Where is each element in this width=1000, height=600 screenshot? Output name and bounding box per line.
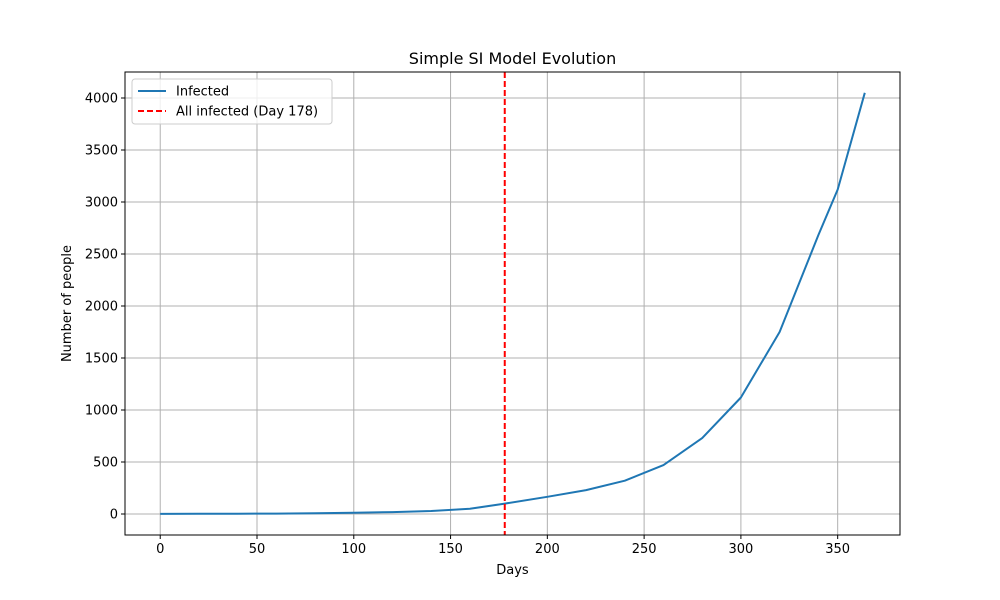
x-tick-label: 50 <box>249 542 266 557</box>
x-tick-label: 0 <box>156 542 164 557</box>
x-tick-label: 100 <box>341 542 366 557</box>
legend-label-infected: Infected <box>176 85 229 100</box>
x-tick-label: 300 <box>728 542 753 557</box>
x-tick-label: 200 <box>535 542 560 557</box>
y-tick-label: 1500 <box>85 351 118 366</box>
y-axis: 0 500 1000 1500 2000 2500 3000 3500 4000 <box>85 91 125 522</box>
y-tick-label: 1000 <box>85 403 118 418</box>
x-axis-title: Days <box>496 563 529 578</box>
y-tick-label: 2000 <box>85 299 118 314</box>
y-tick-label: 3500 <box>85 143 118 158</box>
legend-box <box>131 78 333 125</box>
y-axis-title: Number of people <box>60 245 75 362</box>
plot-frame <box>124 71 901 536</box>
legend-label-all-infected: All infected (Day 178) <box>176 105 318 120</box>
y-tick-label: 500 <box>93 455 118 470</box>
y-tick-label: 2500 <box>85 247 118 262</box>
plot-area <box>160 72 866 535</box>
chart-title: Simple SI Model Evolution <box>409 49 616 68</box>
y-tick-label: 3000 <box>85 195 118 210</box>
grid <box>125 72 900 535</box>
y-tick-label: 4000 <box>85 91 118 106</box>
x-tick-label: 350 <box>825 542 850 557</box>
x-tick-label: 250 <box>632 542 657 557</box>
y-tick-label: 0 <box>110 507 118 522</box>
legend: Infected All infected (Day 178) <box>131 78 333 125</box>
x-tick-label: 150 <box>438 542 463 557</box>
series-line-infected <box>160 92 866 515</box>
x-axis: 0 50 100 150 200 250 300 350 <box>156 535 850 557</box>
